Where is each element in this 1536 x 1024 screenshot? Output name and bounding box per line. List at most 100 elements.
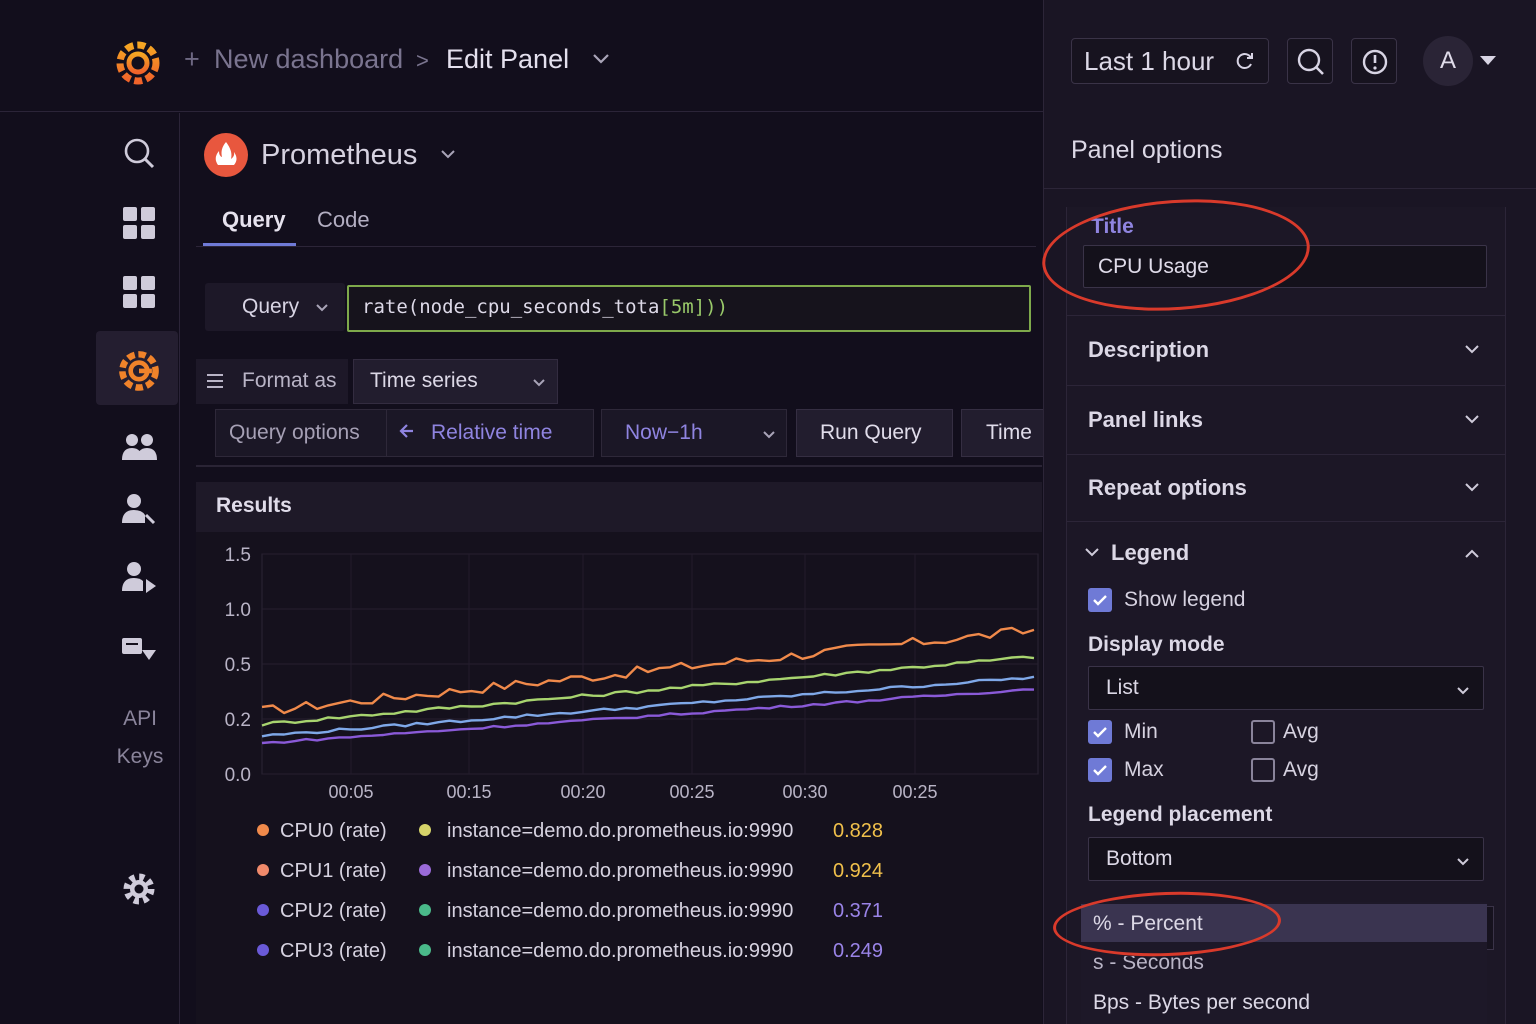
- sidebar-item-api-keys[interactable]: API Keys: [116, 707, 164, 768]
- series-line-cpu3-rate: [261, 688, 1035, 745]
- gear-icon[interactable]: [118, 868, 160, 910]
- users-icon[interactable]: [118, 425, 160, 467]
- chevron-down-icon[interactable]: [1464, 343, 1480, 361]
- query-expression-input[interactable]: [347, 285, 1031, 332]
- run-query-button[interactable]: [796, 409, 953, 457]
- section-description[interactable]: [1067, 315, 1506, 383]
- tab-query[interactable]: Query: [222, 207, 286, 232]
- results-panel: [196, 532, 1042, 1024]
- legend-collapse-icon[interactable]: [1084, 546, 1100, 564]
- chevron-down-icon[interactable]: [1464, 481, 1480, 499]
- breadcrumb-separator: >: [416, 48, 429, 73]
- avg-checkbox-2[interactable]: [1251, 758, 1275, 782]
- section-repeat-options[interactable]: [1067, 454, 1506, 522]
- run-query-label: Run Query: [820, 421, 922, 444]
- query-type-select[interactable]: [205, 283, 345, 331]
- breadcrumb-new-dashboard[interactable]: New dashboard: [214, 44, 404, 74]
- query-divider: [196, 465, 1042, 467]
- legend-instance-dot: [419, 824, 431, 836]
- x-tick-label: 00:15: [446, 782, 491, 802]
- unit-option-selected[interactable]: [1081, 904, 1487, 942]
- refresh-icon[interactable]: [1234, 50, 1256, 77]
- alert-button[interactable]: [1351, 38, 1397, 84]
- user-play-icon[interactable]: [118, 556, 160, 598]
- chevron-down-icon[interactable]: [440, 148, 456, 166]
- avatar-chevron-icon[interactable]: [1480, 56, 1496, 65]
- legend-divider: [1067, 521, 1506, 522]
- legend-instance: instance=demo.do.prometheus.io:9990: [447, 900, 793, 922]
- title-input-value: CPU Usage: [1098, 255, 1209, 278]
- section-panel-links[interactable]: [1067, 385, 1506, 453]
- apps-grid-icon[interactable]: [118, 271, 160, 313]
- display-mode-label: Display mode: [1088, 633, 1225, 656]
- panel-options-title: Panel options: [1071, 136, 1223, 164]
- dashboards-icon[interactable]: [118, 202, 160, 244]
- min-checkbox[interactable]: [1088, 720, 1112, 744]
- time-shift-select[interactable]: [601, 409, 787, 457]
- query-expression-text[interactable]: rate(node_cpu_seconds_tota[5m])): [362, 296, 728, 318]
- search-button[interactable]: [1287, 38, 1333, 84]
- relative-time-button[interactable]: [386, 409, 594, 457]
- chevron-down-icon[interactable]: [532, 375, 546, 393]
- search-icon[interactable]: [118, 132, 160, 174]
- legend-value: 0.828: [833, 820, 883, 842]
- legend-placement-select[interactable]: [1088, 837, 1484, 881]
- breadcrumb-edit-panel[interactable]: Edit Panel: [446, 44, 570, 74]
- chevron-down-icon[interactable]: [1456, 854, 1470, 872]
- series-line-cpu0-rate: [261, 626, 1035, 715]
- arrow-left-icon: [397, 422, 415, 446]
- legend-series-name: CPU1 (rate): [280, 860, 387, 882]
- title-field-label: Title: [1091, 215, 1134, 238]
- time-button[interactable]: [961, 409, 1043, 457]
- show-legend-checkbox[interactable]: [1088, 588, 1112, 612]
- results-header: [196, 482, 1042, 532]
- cpu-usage-chart: 1.5 1.0 0.5 0.2 0.0 00:05 00:15 00:20 00:25 00:30…: [225, 545, 1039, 962]
- y-tick-label: 1.5: [225, 545, 251, 566]
- max-label: Max: [1124, 758, 1164, 781]
- chevron-down-icon[interactable]: [315, 300, 329, 318]
- chevron-down-icon[interactable]: [592, 52, 610, 70]
- results-title: Results: [216, 494, 292, 517]
- chevron-down-icon[interactable]: [1464, 413, 1480, 431]
- min-label: Min: [1124, 720, 1158, 743]
- api-key-icon[interactable]: [118, 628, 160, 670]
- format-as-label: Format as: [242, 369, 337, 392]
- menu-icon: [206, 373, 224, 394]
- x-tick-label: 00:30: [782, 782, 827, 802]
- y-tick-label: 0.5: [225, 655, 251, 676]
- tabs-divider: [196, 246, 1036, 247]
- sidebar: [78, 113, 180, 1024]
- sidebar-item-active[interactable]: [96, 331, 178, 405]
- grafana-logo-icon[interactable]: [115, 346, 163, 394]
- user-avatar[interactable]: A: [1423, 36, 1473, 86]
- user-admin-icon[interactable]: [118, 488, 160, 530]
- chevron-up-icon[interactable]: [1464, 546, 1480, 564]
- title-input[interactable]: [1083, 245, 1487, 288]
- active-tab-indicator: [203, 243, 296, 246]
- grafana-logo-icon[interactable]: [112, 36, 164, 88]
- format-as-select[interactable]: [353, 359, 558, 404]
- max-checkbox[interactable]: [1088, 758, 1112, 782]
- section-legend-label[interactable]: Legend: [1111, 540, 1190, 565]
- time-shift-value: Now−1h: [625, 421, 703, 444]
- chevron-down-icon[interactable]: [1456, 683, 1470, 701]
- unit-option-seconds[interactable]: s - Seconds: [1093, 951, 1204, 974]
- panel-options-divider: [1044, 188, 1536, 189]
- legend-instance-dot: [419, 904, 431, 916]
- tab-code[interactable]: Code: [317, 207, 370, 232]
- legend-value: 0.249: [833, 940, 883, 962]
- display-mode-value: List: [1106, 676, 1139, 699]
- options-list: [1066, 207, 1506, 1024]
- avg-checkbox[interactable]: [1251, 720, 1275, 744]
- checkmark-icon: [1093, 765, 1107, 776]
- query-type-label: Query: [242, 295, 300, 318]
- legend-series-name: CPU0 (rate): [280, 820, 387, 842]
- time-range-picker[interactable]: [1071, 38, 1269, 84]
- chevron-down-icon[interactable]: [762, 427, 776, 445]
- x-tick-label: 00:20: [560, 782, 605, 802]
- datasource-picker[interactable]: Prometheus: [261, 139, 418, 171]
- unit-option-bytes-per-second[interactable]: Bps - Bytes per second: [1093, 991, 1311, 1014]
- display-mode-select[interactable]: [1088, 666, 1484, 710]
- unit-option-percent[interactable]: % - Percent: [1093, 912, 1203, 935]
- query-options-button[interactable]: [215, 409, 387, 457]
